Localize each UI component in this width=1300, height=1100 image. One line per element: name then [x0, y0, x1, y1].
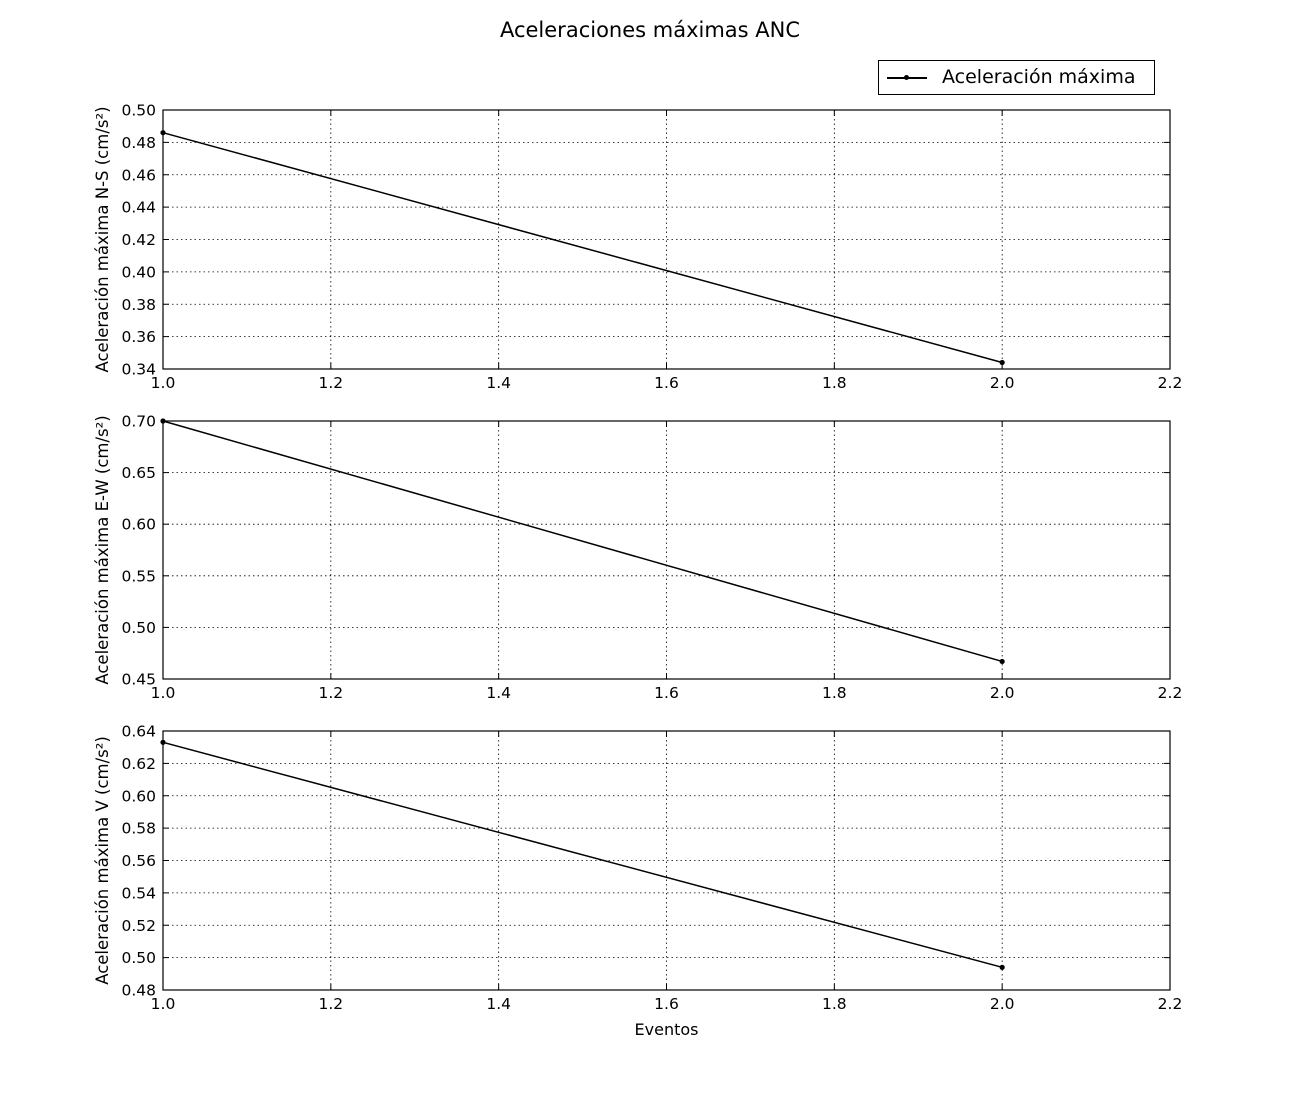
- y-axis-label: Aceleración máxima V (cm/s²): [93, 736, 112, 985]
- x-tick-label: 1.0: [151, 995, 176, 1013]
- data-point: [160, 739, 166, 745]
- data-point: [160, 130, 166, 136]
- x-tick-label: 1.6: [654, 374, 679, 392]
- x-tick-label: 2.2: [1158, 374, 1183, 392]
- y-tick-label: 0.48: [121, 134, 156, 152]
- x-tick-label: 2.2: [1158, 684, 1183, 702]
- x-tick-label: 1.0: [151, 684, 176, 702]
- y-tick-label: 0.50: [121, 102, 156, 120]
- y-tick-label: 0.60: [121, 787, 156, 805]
- y-tick-label: 0.52: [121, 917, 156, 935]
- plot-frame: [162, 730, 1171, 991]
- series-line: [162, 741, 1003, 969]
- series-line: [162, 131, 1003, 364]
- y-tick-label: 0.44: [121, 199, 156, 217]
- y-tick-label: 0.50: [121, 949, 156, 967]
- x-tick-label: 1.0: [151, 374, 176, 392]
- series-line: [162, 420, 1003, 663]
- subplot-3: 1.0 1.2 1.4 1.6 1.8 2.0 2.2 0.48 0.50 0.52 0.54 0.5…: [93, 723, 1182, 1040]
- x-axis-label: Eventos: [635, 1020, 699, 1039]
- y-tick-label: 0.42: [121, 231, 156, 249]
- y-tick-label: 0.56: [121, 852, 156, 870]
- y-tick-label: 0.38: [121, 296, 156, 314]
- x-tick-label: 1.8: [822, 374, 847, 392]
- y-tick-label: 0.60: [121, 516, 156, 534]
- y-tick-label: 0.40: [121, 263, 156, 281]
- x-tick-label: 1.2: [319, 995, 344, 1013]
- x-tick-label: 2.2: [1158, 995, 1183, 1013]
- y-tick-label: 0.70: [121, 413, 156, 431]
- x-tick-label: 1.4: [486, 995, 511, 1013]
- legend: Aceleración máxima: [878, 60, 1155, 95]
- x-tick-label: 1.2: [319, 374, 344, 392]
- x-tick-label: 1.6: [654, 684, 679, 702]
- y-tick-label: 0.54: [121, 884, 156, 902]
- y-tick-label: 0.65: [121, 464, 156, 482]
- y-tick-label: 0.46: [121, 166, 156, 184]
- y-tick-label: 0.48: [121, 982, 156, 1000]
- x-tick-label: 2.0: [990, 995, 1015, 1013]
- data-point: [999, 964, 1005, 970]
- y-tick-label: 0.36: [121, 328, 156, 346]
- x-tick-label: 1.6: [654, 995, 679, 1013]
- y-tick-label: 0.62: [121, 755, 156, 773]
- y-axis-label: Aceleración máxima E-W (cm/s²): [93, 415, 112, 684]
- x-tick-label: 1.4: [486, 684, 511, 702]
- x-tick-label: 2.0: [990, 684, 1015, 702]
- subplot-1: 1.0 1.2 1.4 1.6 1.8 2.0 2.2 0.34 0.36 0.38 0.40 0.4…: [93, 102, 1182, 393]
- y-axis-label: Aceleración máxima N-S (cm/s²): [93, 106, 112, 372]
- y-tick-label: 0.55: [121, 567, 156, 585]
- x-tick-label: 2.0: [990, 374, 1015, 392]
- x-tick-label: 1.8: [822, 684, 847, 702]
- data-point: [160, 418, 166, 424]
- figure-title: Aceleraciones máximas ANC: [499, 18, 801, 42]
- legend-marker-swatch: [904, 75, 909, 80]
- y-tick-label: 0.58: [121, 820, 156, 838]
- y-tick-label: 0.64: [121, 723, 156, 741]
- data-point: [999, 658, 1005, 665]
- data-point: [999, 359, 1005, 366]
- x-tick-label: 1.8: [822, 995, 847, 1013]
- plot-area: [163, 421, 1170, 679]
- x-tick-label: 1.2: [319, 684, 344, 702]
- y-tick-label: 0.50: [121, 619, 156, 637]
- plot-frame: [162, 420, 1171, 680]
- legend-label: Aceleración máxima: [942, 66, 1136, 88]
- plot-frame: [162, 109, 1171, 370]
- subplot-2: 1.0 1.2 1.4 1.6 1.8 2.0 2.2 0.45 0.50 0.55 0.60 0.6…: [93, 413, 1182, 703]
- y-tick-label: 0.34: [121, 361, 156, 379]
- x-tick-label: 1.4: [486, 374, 511, 392]
- y-tick-label: 0.45: [121, 671, 156, 689]
